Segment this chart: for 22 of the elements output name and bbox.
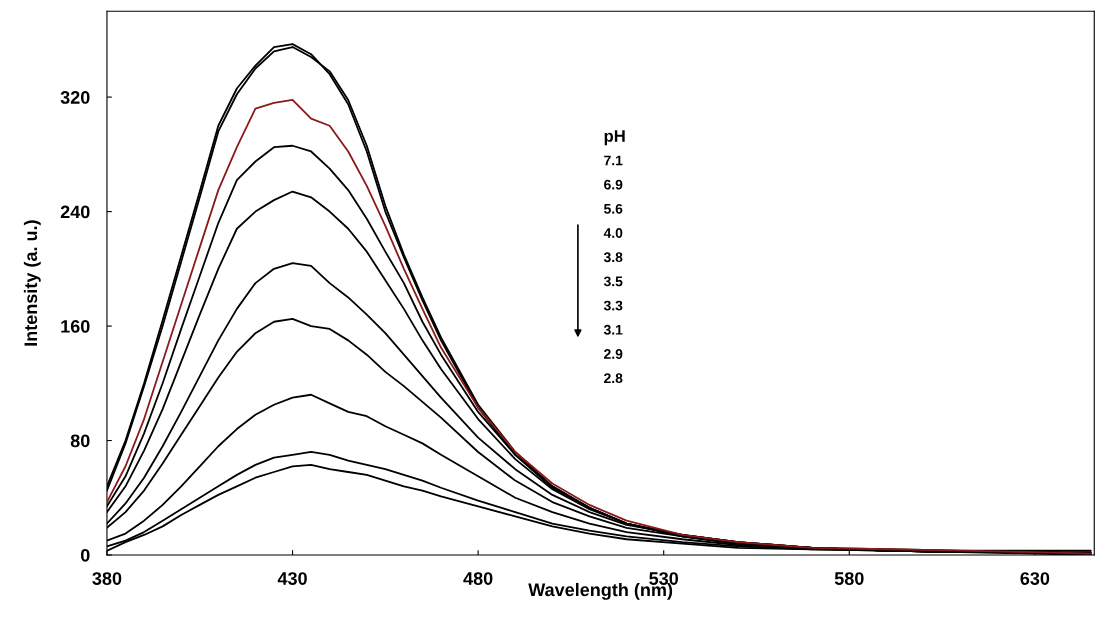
- x-tick-label: 480: [463, 572, 493, 585]
- y-tick-label: 320: [60, 91, 90, 104]
- x-tick-label: 630: [1020, 572, 1050, 585]
- annotation: 3.3: [603, 300, 623, 311]
- x-tick-label: 430: [277, 572, 307, 585]
- annotation: 6.9: [604, 179, 623, 190]
- annotation: 7.1: [604, 155, 623, 166]
- y-tick-label: 240: [60, 205, 90, 219]
- x-tick-label: 380: [92, 572, 122, 585]
- y-tick-label: 0: [80, 548, 90, 562]
- annotation: 4.0: [603, 228, 623, 238]
- annotation: 3.1: [603, 324, 623, 335]
- y-axis-title: Intensity (a. u.): [23, 220, 41, 346]
- annotation: 3.8: [603, 252, 623, 263]
- x-tick-label: 580: [834, 572, 864, 585]
- y-tick-label: 80: [70, 434, 90, 448]
- annotation: 2.9: [604, 349, 623, 359]
- annotation: 2.8: [604, 373, 623, 384]
- annotation: 3.5: [603, 276, 623, 287]
- annotation: 5.6: [604, 203, 623, 214]
- annotation: pH: [604, 130, 625, 146]
- y-tick-label: 160: [61, 319, 90, 333]
